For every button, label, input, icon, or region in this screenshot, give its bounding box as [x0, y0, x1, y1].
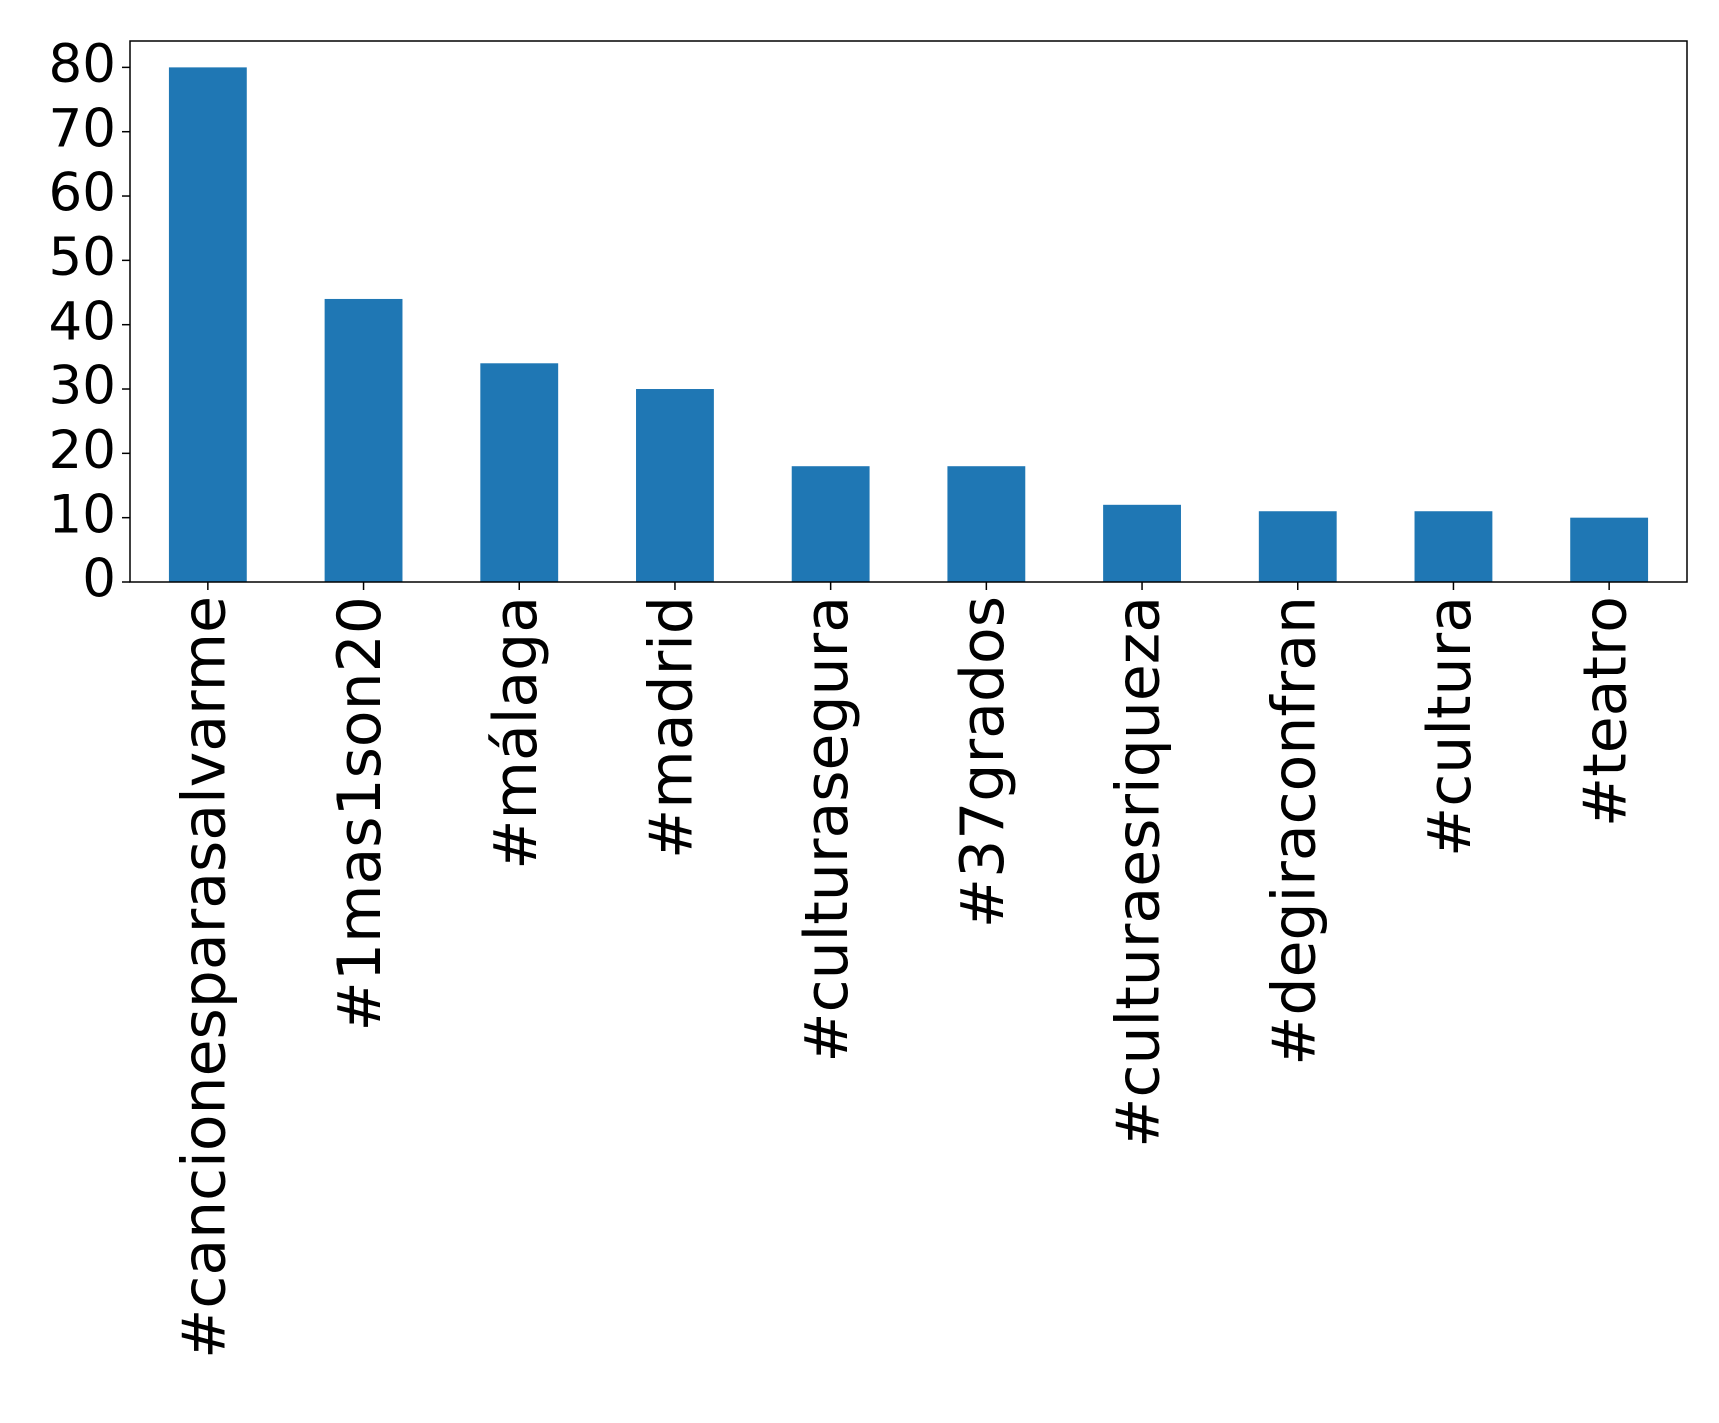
x-tick-label: #1mas1son20: [325, 596, 395, 1031]
bar: [1414, 511, 1493, 582]
y-tick-label: 20: [49, 420, 116, 481]
y-tick-label: 50: [49, 227, 116, 288]
x-tick-label: #culturaesriqueza: [1104, 596, 1174, 1148]
x-tick-label: #degiraconfran: [1259, 596, 1329, 1066]
y-tick-label: 30: [49, 356, 116, 417]
x-tick-label: #madrid: [637, 596, 707, 859]
bar: [947, 466, 1026, 582]
x-tick-label: #málaga: [481, 596, 551, 870]
bar: [480, 363, 559, 582]
x-tick-label: #37grados: [948, 596, 1018, 928]
x-tick-label: #teatro: [1571, 596, 1641, 827]
bar: [168, 67, 247, 582]
y-tick-label: 70: [49, 98, 116, 159]
y-tick-label: 0: [82, 549, 116, 610]
y-tick-label: 60: [49, 163, 116, 224]
bar: [636, 389, 714, 582]
x-tick-label: #culturasegura: [792, 596, 862, 1063]
bar: [791, 466, 870, 582]
x-tick-label: #cancionesparasalvarme: [169, 596, 239, 1359]
bar: [324, 298, 403, 582]
x-tick-label: #cultura: [1415, 596, 1485, 857]
y-tick-label: 40: [49, 291, 116, 352]
plot-frame: [129, 40, 1688, 583]
bar: [1570, 517, 1649, 582]
bar: [1258, 511, 1337, 582]
y-tick-label: 10: [49, 484, 116, 545]
y-tick-label: 80: [49, 34, 116, 95]
bar: [1103, 504, 1181, 582]
